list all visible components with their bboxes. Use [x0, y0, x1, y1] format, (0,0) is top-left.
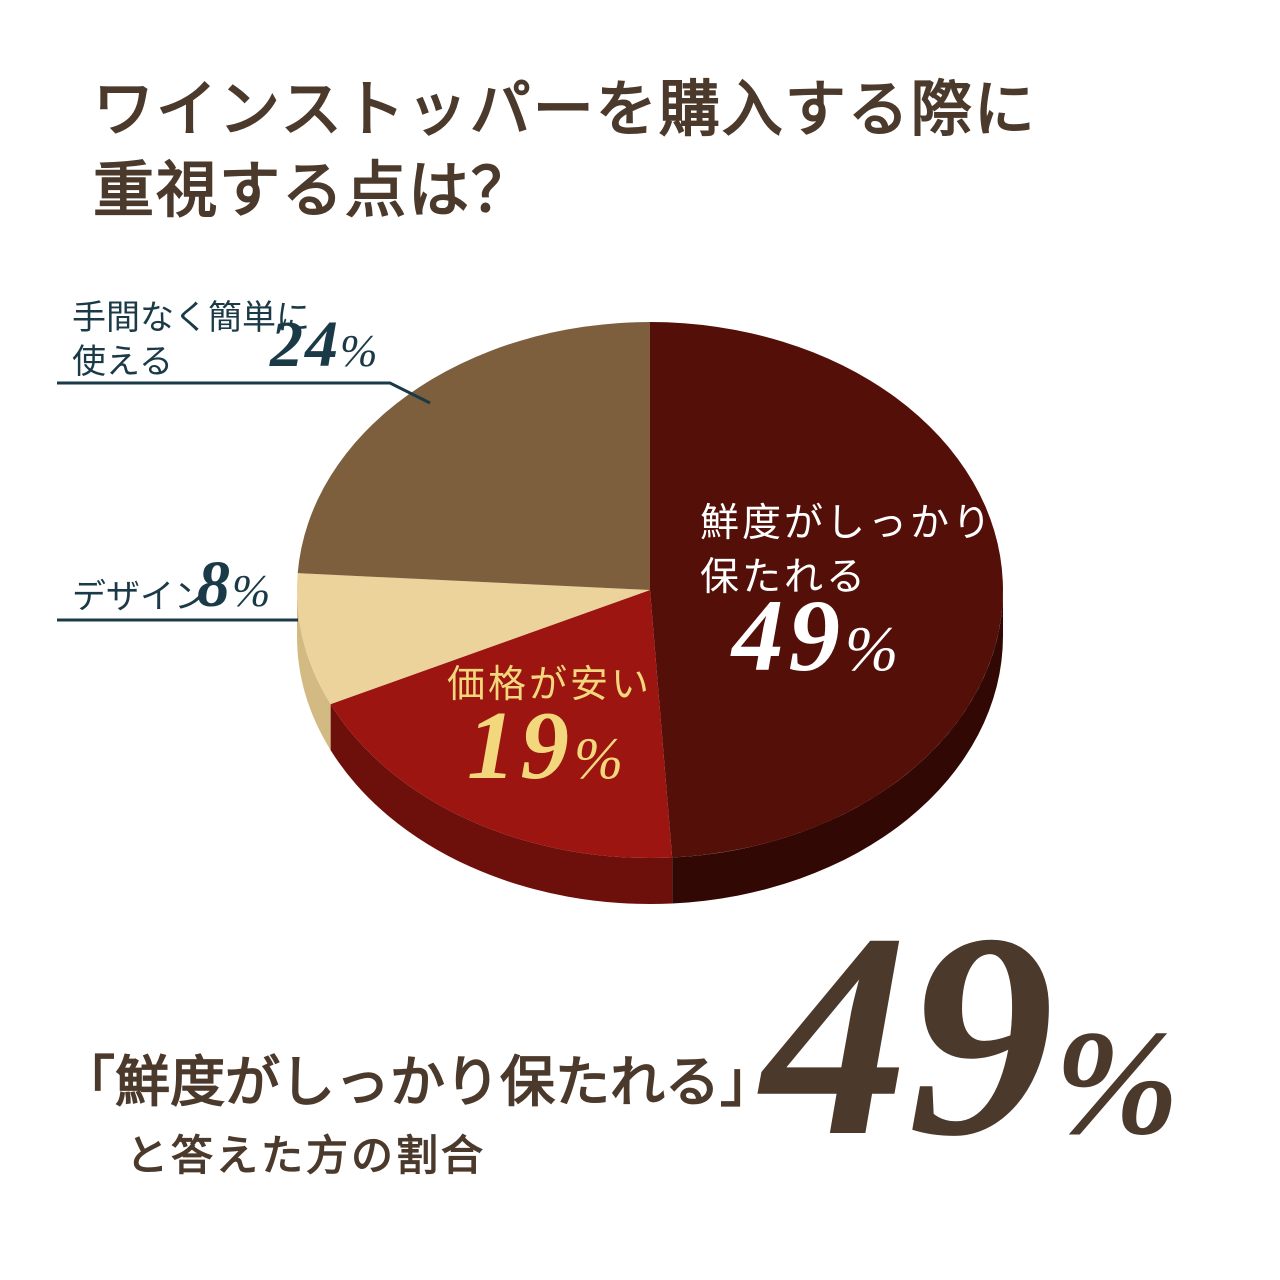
label-design-number: 8	[197, 548, 232, 621]
label-freshness: 鮮度がしっかり 保たれる	[700, 497, 994, 605]
label-design-line1: デザイン	[72, 579, 208, 616]
label-ease: 手間なく簡単に 使える	[72, 297, 310, 385]
label-freshness-unit: %	[845, 613, 899, 684]
label-design-value: 8%	[197, 552, 270, 618]
label-freshness-value: 49%	[732, 585, 898, 688]
label-design: デザイン	[72, 576, 208, 620]
footer-caption: と答えた方の割合	[126, 1134, 487, 1180]
pie-slice-ease	[297, 322, 650, 590]
footer-big-value: 49%	[762, 890, 1179, 1182]
pie-slice-price	[330, 590, 673, 858]
pie-slice-side-price	[330, 704, 673, 904]
label-freshness-line1: 鮮度がしっかり	[700, 502, 995, 545]
pie-slice-freshness	[650, 322, 1003, 858]
footer-big-unit: %	[1054, 1000, 1179, 1166]
pie-slice-side-freshness	[672, 590, 1003, 904]
footer-big-number: 49	[762, 874, 1054, 1197]
label-price-line1: 価格が安い	[447, 664, 653, 706]
leader-line-ease	[57, 381, 431, 405]
label-freshness-number: 49	[732, 579, 845, 693]
label-ease-unit: %	[340, 326, 378, 376]
footer-quote: 「鮮度がしっかり保たれる」	[60, 1052, 776, 1113]
label-ease-value: 24%	[270, 312, 378, 378]
label-price-value: 19%	[467, 697, 623, 794]
label-ease-line2: 使える	[72, 344, 173, 382]
pie-slice-side-design	[297, 590, 331, 751]
label-price-unit: %	[574, 725, 624, 791]
label-design-unit: %	[232, 565, 271, 616]
label-ease-number: 24	[270, 308, 340, 381]
page-title-line1: ワインストッパーを購入する際に	[93, 77, 1037, 144]
page-title-line2: 重視する点は？	[93, 158, 535, 226]
label-price-number: 19	[467, 692, 574, 799]
pie-slice-design	[297, 573, 650, 705]
page-title: ワインストッパーを購入する際に 重視する点は？	[93, 70, 1037, 232]
label-price: 価格が安い	[447, 661, 652, 710]
label-freshness-line2: 保たれる	[700, 555, 869, 599]
label-ease-line1: 手間なく簡単に	[72, 300, 310, 337]
